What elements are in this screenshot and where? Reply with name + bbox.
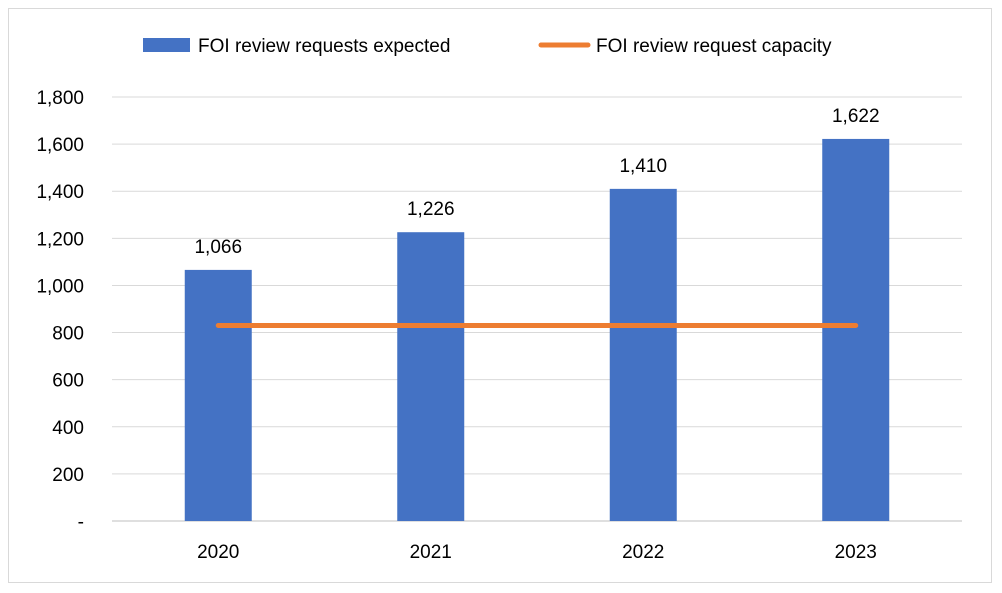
gridlines (112, 96, 962, 522)
x-axis-tick-labels: 2020 2021 2022 2023 (197, 542, 877, 563)
legend-swatch-bar (143, 38, 190, 52)
data-label-2023: 1,622 (832, 106, 880, 127)
y-axis-tick-labels: - 200 400 600 800 1,000 1,200 1,400 1,600 1,800 (36, 88, 84, 533)
y-tick-label: 800 (52, 324, 84, 345)
y-tick-label: 600 (52, 371, 84, 392)
y-tick-label: 1,600 (36, 135, 84, 156)
legend-label-expected: FOI review requests expected (198, 36, 450, 57)
legend-label-capacity: FOI review request capacity (596, 36, 832, 57)
x-tick-label: 2022 (622, 542, 664, 563)
y-tick-label: 400 (52, 418, 84, 439)
legend: FOI review requests expected FOI review r… (143, 36, 832, 57)
bar-2021 (397, 232, 465, 521)
x-tick-label: 2021 (410, 542, 452, 563)
bar-2023 (822, 138, 890, 521)
y-tick-label: 200 (52, 465, 84, 486)
bar-2022 (609, 188, 677, 521)
data-label-2022: 1,410 (619, 156, 667, 177)
x-tick-label: 2023 (835, 542, 877, 563)
y-tick-label: 1,200 (36, 229, 84, 250)
data-labels: 1,066 1,226 1,410 1,622 (194, 106, 879, 258)
bar-2020 (184, 269, 252, 521)
y-tick-label: 1,000 (36, 276, 84, 297)
x-tick-label: 2020 (197, 542, 239, 563)
data-label-2021: 1,226 (407, 199, 455, 220)
data-label-2020: 1,066 (194, 237, 242, 258)
y-tick-label: - (78, 512, 84, 533)
bar-series (184, 138, 890, 521)
y-tick-label: 1,800 (36, 88, 84, 109)
y-tick-label: 1,400 (36, 182, 84, 203)
